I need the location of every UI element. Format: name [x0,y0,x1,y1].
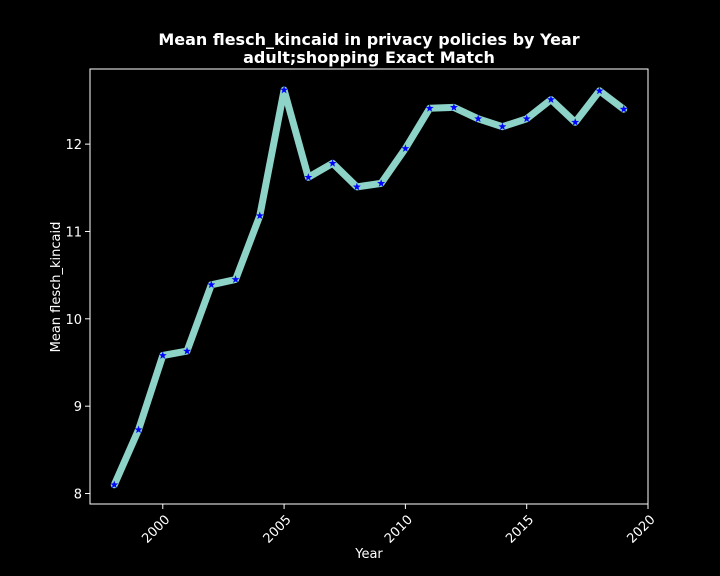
y-axis-label: Mean flesch_kincaid [49,222,64,353]
data-point-marker [255,211,264,220]
data-point-marker [304,173,313,181]
data-point-marker [110,480,119,489]
x-axis-label: Year [354,547,383,562]
data-point-marker [571,118,580,126]
y-axis-ticks: 8 9 10 11 12 [65,138,90,503]
data-point-marker [328,159,337,167]
y-tick-label: 9 [74,400,82,415]
data-point-marker [280,85,289,94]
chart-title: Mean flesch_kincaid in privacy policies … [158,30,579,49]
series-line [110,86,628,489]
plot-frame [89,68,649,505]
data-point-marker [595,86,604,95]
chart-subtitle: adult;shopping Exact Match [243,48,495,67]
data-point-marker [401,144,410,152]
data-point-marker [522,114,531,123]
data-point-marker [619,104,628,113]
data-point-marker [134,425,143,434]
data-point-marker [207,280,216,289]
data-point-marker [377,179,386,187]
data-point-marker [183,346,192,355]
data-point-marker [474,114,483,123]
data-point-marker [449,103,458,111]
data-point-marker [425,104,434,112]
plot-area [110,85,628,489]
y-tick-label: 12 [65,138,82,153]
data-point-marker [546,95,555,103]
y-tick-label: 11 [65,225,82,240]
data-point-marker [231,275,240,283]
y-tick-label: 8 [74,488,82,503]
y-tick-label: 10 [65,313,82,328]
data-point-marker [158,351,167,359]
data-point-marker [352,182,361,191]
data-point-marker [498,122,507,131]
